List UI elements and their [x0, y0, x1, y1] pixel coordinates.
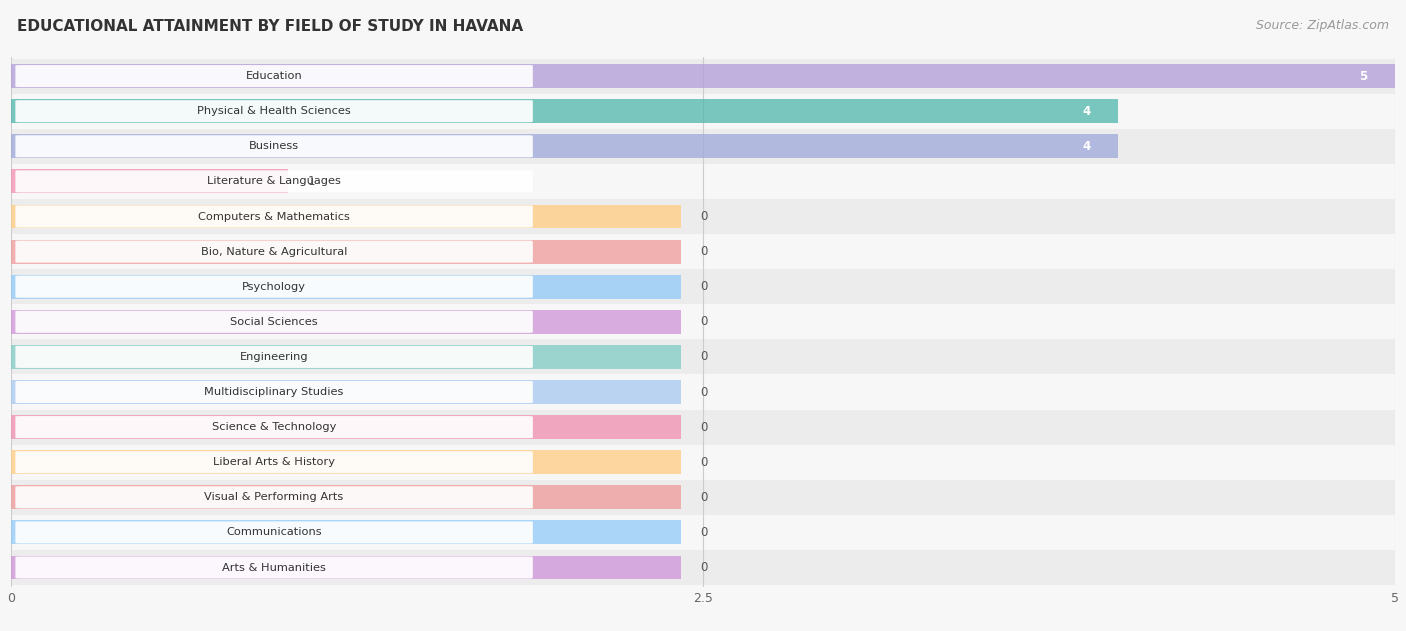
FancyBboxPatch shape — [15, 487, 533, 509]
Text: Business: Business — [249, 141, 299, 151]
Text: 0: 0 — [700, 386, 707, 399]
Bar — [11, 480, 1395, 515]
Text: Computers & Mathematics: Computers & Mathematics — [198, 211, 350, 221]
Bar — [11, 204, 681, 228]
Text: 0: 0 — [700, 456, 707, 469]
Text: Visual & Performing Arts: Visual & Performing Arts — [204, 492, 343, 502]
Bar — [11, 555, 681, 579]
Text: 4: 4 — [1083, 105, 1091, 118]
Bar — [11, 304, 1395, 339]
Bar — [11, 345, 681, 369]
Text: Communications: Communications — [226, 528, 322, 538]
Text: 4: 4 — [1083, 140, 1091, 153]
Bar — [11, 93, 1395, 129]
Bar — [11, 64, 1395, 88]
Bar — [11, 485, 681, 509]
FancyBboxPatch shape — [15, 65, 533, 87]
Bar — [11, 521, 681, 545]
Bar — [11, 445, 1395, 480]
FancyBboxPatch shape — [15, 276, 533, 298]
Text: 0: 0 — [700, 280, 707, 293]
Bar — [11, 374, 1395, 410]
Text: Psychology: Psychology — [242, 281, 307, 292]
Bar — [11, 451, 681, 474]
Text: 0: 0 — [700, 421, 707, 433]
FancyBboxPatch shape — [15, 557, 533, 579]
Text: 5: 5 — [1358, 69, 1367, 83]
FancyBboxPatch shape — [15, 311, 533, 333]
Text: Arts & Humanities: Arts & Humanities — [222, 562, 326, 572]
Bar — [11, 59, 1395, 93]
Bar — [11, 134, 1118, 158]
FancyBboxPatch shape — [15, 135, 533, 157]
FancyBboxPatch shape — [15, 381, 533, 403]
Text: 0: 0 — [700, 526, 707, 539]
Bar — [11, 170, 288, 193]
Text: Liberal Arts & History: Liberal Arts & History — [214, 457, 335, 467]
Text: 1: 1 — [308, 175, 315, 188]
Bar — [11, 380, 681, 404]
Text: Literature & Languages: Literature & Languages — [207, 177, 342, 186]
FancyBboxPatch shape — [15, 521, 533, 543]
Text: 0: 0 — [700, 491, 707, 504]
Bar — [11, 550, 1395, 585]
Bar — [11, 274, 681, 298]
Bar — [11, 129, 1395, 164]
Text: EDUCATIONAL ATTAINMENT BY FIELD OF STUDY IN HAVANA: EDUCATIONAL ATTAINMENT BY FIELD OF STUDY… — [17, 19, 523, 34]
Text: 0: 0 — [700, 210, 707, 223]
FancyBboxPatch shape — [15, 206, 533, 228]
Text: Education: Education — [246, 71, 302, 81]
Bar — [11, 234, 1395, 269]
FancyBboxPatch shape — [15, 416, 533, 438]
FancyBboxPatch shape — [15, 451, 533, 473]
Text: 0: 0 — [700, 316, 707, 328]
Bar — [11, 310, 681, 334]
Bar — [11, 240, 681, 264]
FancyBboxPatch shape — [15, 100, 533, 122]
FancyBboxPatch shape — [15, 240, 533, 262]
FancyBboxPatch shape — [15, 346, 533, 368]
Text: Social Sciences: Social Sciences — [231, 317, 318, 327]
Bar — [11, 269, 1395, 304]
Bar — [11, 515, 1395, 550]
Text: Physical & Health Sciences: Physical & Health Sciences — [197, 106, 352, 116]
Text: Science & Technology: Science & Technology — [212, 422, 336, 432]
Bar — [11, 99, 1118, 123]
Text: Bio, Nature & Agricultural: Bio, Nature & Agricultural — [201, 247, 347, 257]
Text: 0: 0 — [700, 350, 707, 363]
Bar — [11, 410, 1395, 445]
Text: 0: 0 — [700, 245, 707, 258]
Text: Multidisciplinary Studies: Multidisciplinary Studies — [204, 387, 344, 397]
Bar — [11, 199, 1395, 234]
Text: Engineering: Engineering — [240, 352, 308, 362]
Bar — [11, 339, 1395, 374]
Text: Source: ZipAtlas.com: Source: ZipAtlas.com — [1256, 19, 1389, 32]
FancyBboxPatch shape — [15, 170, 533, 192]
Text: 0: 0 — [700, 561, 707, 574]
Bar — [11, 164, 1395, 199]
Bar — [11, 415, 681, 439]
